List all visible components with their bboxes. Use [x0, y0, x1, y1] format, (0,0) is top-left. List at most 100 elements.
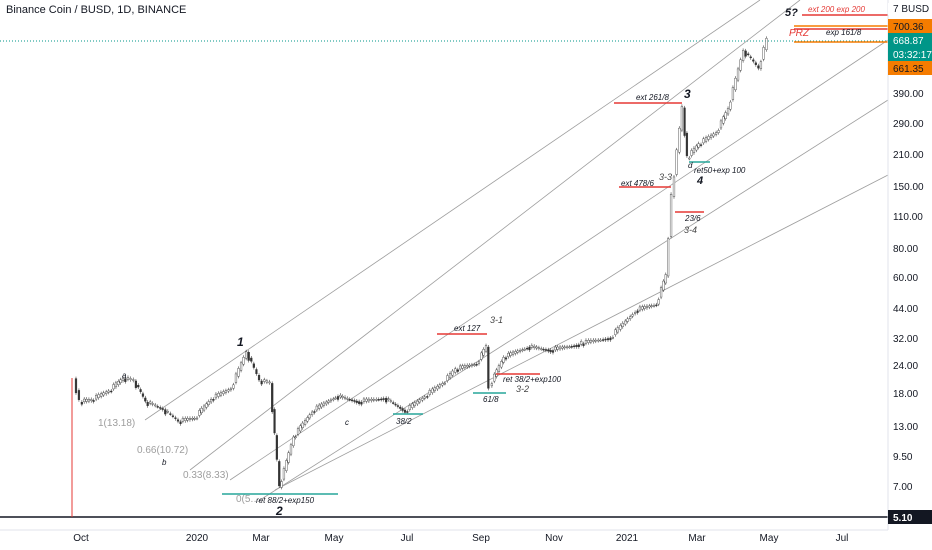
candle-body — [112, 384, 115, 390]
candle-body — [683, 107, 686, 136]
candle-body — [672, 176, 676, 197]
candle-body — [675, 149, 678, 175]
candle-body — [325, 401, 328, 405]
x-tick-label: Jul — [836, 533, 849, 544]
candle-body — [151, 403, 154, 405]
chart-title: Binance Coin / BUSD, 1D, BINANCE — [6, 4, 187, 16]
candle-body — [87, 399, 91, 402]
y-tick-label: 150.00 — [893, 182, 924, 193]
candle-body — [426, 396, 429, 398]
candle-body — [105, 391, 108, 394]
candle-body — [396, 405, 400, 407]
candle-body — [232, 384, 235, 389]
candle-body — [490, 383, 493, 387]
candle-body — [582, 343, 585, 346]
candle-body — [179, 421, 182, 424]
annotation: ret 88/2+exp150 — [256, 496, 315, 505]
candle-body — [502, 357, 505, 363]
candle-body — [597, 339, 600, 342]
candle-body — [523, 348, 526, 351]
candle-body — [507, 352, 510, 357]
candle-body — [514, 351, 517, 354]
candle-body — [577, 344, 580, 347]
candle-body — [568, 346, 571, 349]
candle-body — [614, 329, 617, 335]
candle-body — [645, 305, 649, 309]
candle-body — [587, 340, 590, 343]
fib-label: 0(5.… — [236, 494, 263, 505]
candle-body — [146, 401, 149, 406]
candle-body — [292, 436, 295, 446]
candle-body — [470, 364, 474, 367]
candle-body — [171, 415, 175, 417]
candle-body — [584, 340, 588, 344]
candle-body — [747, 53, 750, 56]
candle-body — [95, 395, 98, 400]
candle-body — [268, 381, 271, 384]
price-label-text: 7 BUSD — [893, 4, 929, 15]
candle-body — [280, 481, 283, 488]
candle-body — [242, 357, 245, 365]
price-label-bg — [888, 33, 932, 47]
candle-body — [695, 145, 698, 151]
y-tick-label: 32.00 — [893, 334, 918, 345]
candle-body — [186, 418, 189, 421]
annotation: 4 — [696, 175, 703, 187]
candle-body — [375, 399, 378, 401]
candle-body — [271, 383, 274, 413]
y-tick-label: 390.00 — [893, 89, 924, 100]
candle-body — [685, 132, 689, 157]
candle-body — [688, 157, 691, 160]
candle-body — [540, 348, 543, 350]
candle-body — [348, 399, 351, 401]
annotation: 3-2 — [516, 384, 529, 394]
candle-body — [487, 346, 490, 389]
candle-body — [533, 345, 536, 348]
candle-body — [121, 377, 125, 381]
candle-body — [662, 280, 665, 291]
candle-body — [399, 406, 402, 409]
candle-body — [289, 444, 293, 455]
candle-body — [166, 411, 169, 413]
candle-body — [717, 130, 720, 133]
candle-body — [214, 393, 218, 399]
candle-body — [212, 399, 215, 401]
candle-body — [365, 398, 368, 402]
candle-body — [184, 418, 187, 421]
candle-body — [100, 393, 103, 397]
fib-channel: 1(13.18) 0.66(10.72) 0.33(8.33) 0(5.… — [98, 0, 889, 505]
candle-body — [580, 341, 583, 345]
candle-body — [119, 379, 122, 383]
candle-body — [358, 401, 361, 404]
y-tick-label: 7.00 — [893, 482, 913, 493]
annotation: ext 261/8 — [636, 93, 669, 102]
fib-line — [259, 99, 889, 501]
candle-body — [451, 370, 454, 376]
price-label-text: 03:32:17 — [893, 50, 932, 61]
candle-body — [744, 50, 747, 57]
x-tick-label: Oct — [73, 533, 89, 544]
y-tick-label: 80.00 — [893, 244, 918, 255]
candle-body — [129, 378, 132, 380]
candle-body — [652, 305, 656, 307]
wave-annotations: 1 2 3 4 5? 3-1 3-2 3-3 3-4 ext 127 ext 261/8 ext 47… — [122, 5, 865, 518]
candle-body — [561, 346, 564, 349]
candle-body — [575, 345, 578, 347]
y-tick-label: 18.00 — [893, 389, 918, 400]
candle-body — [719, 120, 723, 129]
candle-body — [480, 352, 483, 360]
grid — [0, 40, 888, 518]
candle-body — [224, 390, 228, 393]
candle-body — [159, 407, 162, 409]
candle-body — [423, 396, 426, 399]
candle-body — [726, 108, 730, 115]
candle-body — [255, 369, 258, 374]
candle-body — [631, 314, 634, 317]
candle-body — [749, 56, 752, 59]
candle-body — [629, 316, 632, 320]
candle-body — [139, 389, 142, 392]
candle-body — [408, 405, 411, 410]
candle-body — [80, 401, 83, 405]
candle-body — [535, 346, 538, 349]
